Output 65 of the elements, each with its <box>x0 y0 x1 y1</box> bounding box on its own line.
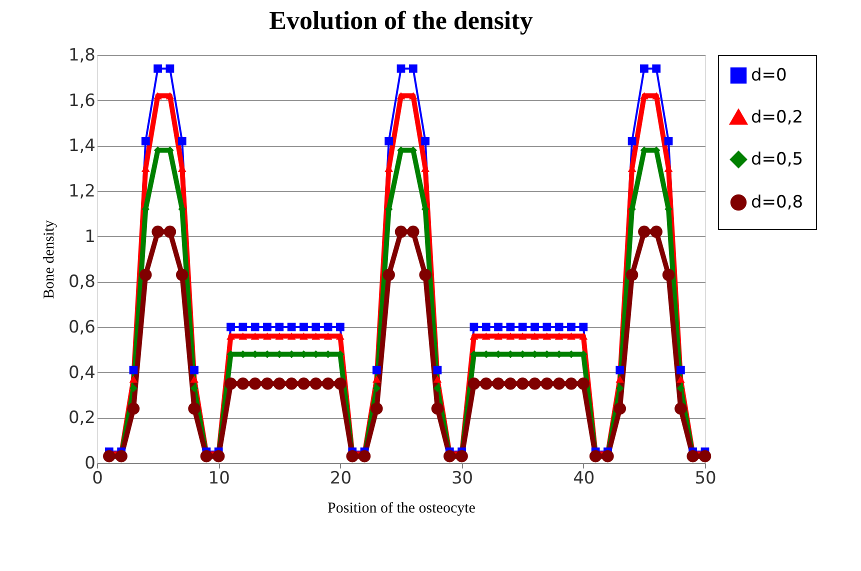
point <box>698 450 712 462</box>
point <box>176 268 188 281</box>
point <box>516 378 529 390</box>
y-tick-label: 1,2 <box>68 182 96 202</box>
point <box>334 378 346 390</box>
legend-label: d=0 <box>751 66 787 86</box>
y-axis-title: Bone density <box>41 220 58 299</box>
point <box>614 402 626 415</box>
point <box>540 378 554 390</box>
point <box>589 450 602 462</box>
point <box>285 378 298 390</box>
point <box>261 378 274 390</box>
x-tick-label: 50 <box>694 468 716 488</box>
point <box>492 378 504 390</box>
chart-title: Evolution of the density <box>269 6 533 35</box>
point <box>382 268 395 281</box>
legend-label: d=0,5 <box>751 150 804 170</box>
point <box>248 378 262 390</box>
y-tick-label: 1,8 <box>68 46 96 66</box>
point <box>273 378 286 390</box>
point <box>140 268 152 281</box>
point <box>224 378 237 390</box>
point <box>164 226 176 238</box>
point <box>468 378 480 390</box>
x-tick-label: 20 <box>330 468 352 488</box>
point <box>358 450 371 462</box>
y-tick-label: 0,4 <box>68 362 96 383</box>
y-tick-label: 1 <box>84 226 96 247</box>
legend-label: d=0,2 <box>751 108 804 128</box>
point <box>504 378 517 390</box>
point <box>310 378 322 390</box>
point <box>626 268 638 281</box>
point <box>552 378 566 390</box>
x-axis-title: Position of the osteocyte <box>328 500 476 516</box>
point <box>370 402 383 415</box>
point <box>638 226 650 238</box>
y-tick-label: 1,6 <box>68 90 96 111</box>
point <box>212 450 225 462</box>
legend-label: d=0,8 <box>751 192 804 212</box>
point <box>480 378 492 390</box>
point <box>419 268 432 281</box>
point <box>431 402 444 415</box>
point <box>200 450 213 462</box>
point <box>650 226 662 238</box>
point <box>322 378 334 390</box>
point <box>528 378 541 390</box>
y-tick-label: 0,6 <box>68 318 96 338</box>
point <box>188 402 200 415</box>
x-tick-label: 10 <box>208 468 230 488</box>
y-tick-label: 1,4 <box>68 136 96 156</box>
point <box>236 378 250 390</box>
point <box>407 226 420 238</box>
point <box>152 226 164 238</box>
y-tick-label: 0,2 <box>68 408 96 428</box>
x-tick-label: 30 <box>451 468 474 488</box>
point <box>662 268 675 281</box>
y-tick-label: 0 <box>84 454 96 474</box>
point <box>298 378 310 390</box>
x-tick-label: 40 <box>573 468 595 488</box>
point <box>127 402 140 415</box>
point <box>394 226 408 238</box>
y-tick-label: 0,8 <box>68 272 96 292</box>
point <box>577 378 590 390</box>
point <box>674 402 687 415</box>
point <box>565 378 578 390</box>
